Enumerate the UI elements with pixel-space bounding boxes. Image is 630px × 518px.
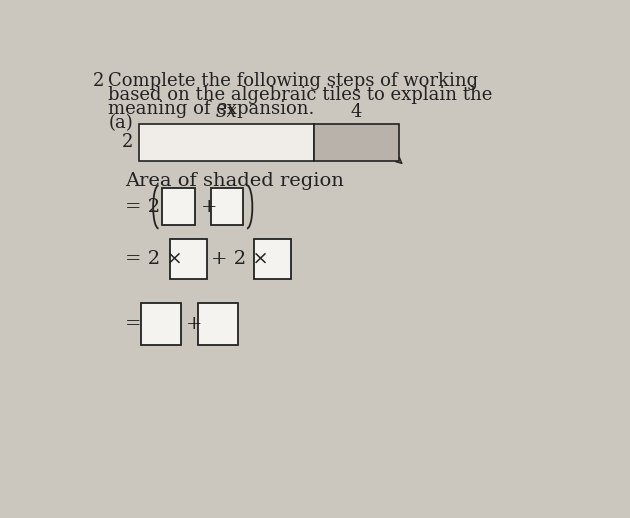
Text: (a): (a) <box>108 114 133 133</box>
Text: +: + <box>200 198 217 216</box>
Bar <box>139 124 314 161</box>
Text: = 2: = 2 <box>125 198 161 216</box>
Text: 3x: 3x <box>215 103 238 121</box>
Text: = 2 ×: = 2 × <box>125 250 183 268</box>
Bar <box>198 303 238 345</box>
Text: 2: 2 <box>122 133 133 151</box>
Text: Complete the following steps of working: Complete the following steps of working <box>108 72 478 90</box>
Text: meaning of expansion.: meaning of expansion. <box>108 100 314 118</box>
Bar <box>140 303 181 345</box>
Text: 4: 4 <box>350 103 362 121</box>
Bar <box>170 239 207 279</box>
Bar <box>163 189 195 225</box>
Text: + 2 ×: + 2 × <box>211 250 269 268</box>
Text: 2: 2 <box>93 72 104 90</box>
Text: +: + <box>186 315 202 333</box>
Bar <box>314 124 399 161</box>
Bar <box>210 189 243 225</box>
Text: =: = <box>125 315 142 333</box>
Bar <box>254 239 291 279</box>
Text: based on the algebraic tiles to explain the: based on the algebraic tiles to explain … <box>108 86 493 104</box>
Text: Area of shaded region: Area of shaded region <box>125 171 344 190</box>
